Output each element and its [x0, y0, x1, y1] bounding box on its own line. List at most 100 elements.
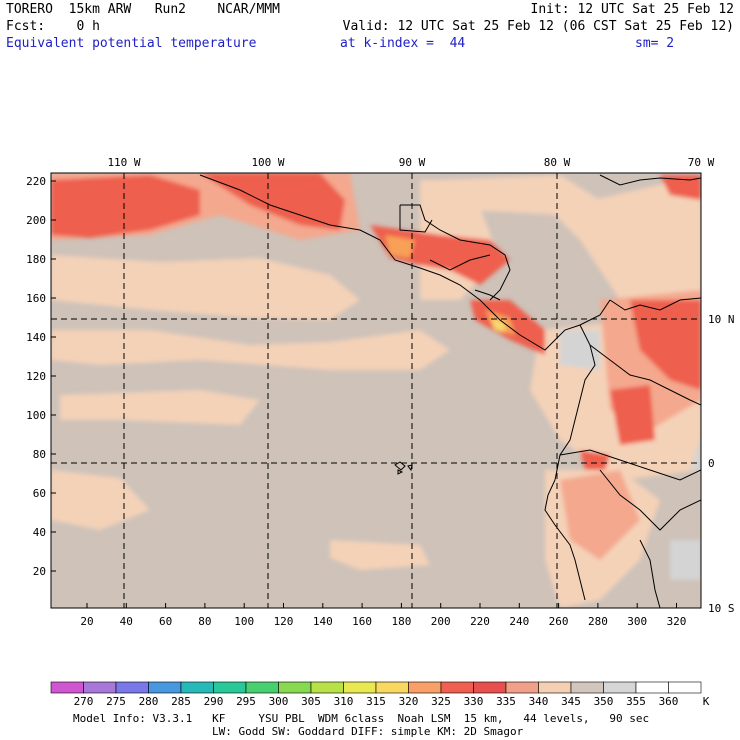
colorbar: [50, 681, 702, 694]
x-tick-label: 180: [391, 615, 411, 628]
colorbar-label: 295: [236, 695, 256, 708]
colorbar-swatch: [538, 681, 572, 694]
red-ecuador: [580, 450, 610, 470]
colorbar-label: 335: [496, 695, 516, 708]
colorbar-swatch: [245, 681, 279, 694]
peru-brazil-border: [639, 539, 661, 608]
top-lon-label: 70 W: [688, 156, 715, 169]
colombia-border: [589, 344, 701, 406]
top-lon-label: 110 W: [107, 156, 140, 169]
y-tick-label: 40: [33, 526, 46, 539]
y-tick-label: 220: [26, 175, 46, 188]
warm-patch-sw: [51, 470, 150, 530]
red-colombia: [610, 385, 655, 445]
x-tick-label: 200: [431, 615, 451, 628]
right-lat-label: 0: [708, 457, 715, 470]
red-mexico-coast: [200, 173, 345, 230]
y-tick-label: 60: [33, 487, 46, 500]
y-tick-label: 100: [26, 409, 46, 422]
colorbar-label: 315: [366, 695, 386, 708]
top-lon-label: 90 W: [399, 156, 426, 169]
footer-model-info: Model Info: V3.3.1 KF YSU PBL WDM 6class…: [73, 712, 650, 725]
colorbar-swatch: [505, 681, 539, 694]
salmon-ecuador: [560, 470, 640, 560]
warm-caribbean-east: [550, 175, 701, 300]
x-tick-label: 160: [352, 615, 372, 628]
colorbar-label: 305: [301, 695, 321, 708]
colorbar-label: 355: [626, 695, 646, 708]
y-tick-label: 200: [26, 214, 46, 227]
x-tick-label: 260: [549, 615, 569, 628]
header-field-name: Equivalent potential temperature: [6, 36, 257, 51]
colorbar-swatch: [668, 681, 702, 694]
warm-band-north: [51, 255, 360, 320]
x-tick-label: 300: [627, 615, 647, 628]
venezuela-coast: [609, 297, 701, 311]
colorbar-swatch: [375, 681, 409, 694]
grey-panama: [560, 330, 600, 370]
colorbar-label: 275: [106, 695, 126, 708]
nicaragua-border: [474, 289, 501, 301]
colorbar-label: 340: [528, 695, 549, 708]
warm-caribbean: [440, 175, 600, 215]
colorbar-swatch: [473, 681, 507, 694]
right-lat-label: 10 N: [708, 313, 735, 326]
header-smoothing: sm= 2: [635, 36, 675, 51]
guatemala-border: [399, 205, 433, 233]
y-tick-label: 20: [33, 565, 46, 578]
pacific-coast-central-america: [199, 174, 611, 351]
x-tick-label: 60: [159, 615, 172, 628]
header-level: at k-index = 44: [340, 36, 466, 51]
colorbar-swatch: [50, 681, 84, 694]
colorbar-swatch: [213, 681, 247, 694]
colorbar-swatch: [83, 681, 117, 694]
x-tick-label: 40: [120, 615, 133, 628]
x-tick-label: 320: [667, 615, 687, 628]
colorbar-swatch: [408, 681, 442, 694]
colorbar-label: 285: [171, 695, 191, 708]
grey-amazon: [670, 540, 701, 580]
top-lon-label: 80 W: [544, 156, 571, 169]
y-tick-label: 120: [26, 370, 46, 383]
plot-frame: [50, 172, 702, 609]
axis-ticks: 110 W 100 W 90 W 80 W 70 W 10 N 0 10 S 20 40 60 80 1…: [26, 156, 734, 628]
y-tick-label: 160: [26, 292, 46, 305]
y-tick-label: 80: [33, 448, 46, 461]
colorbar-label: 270: [73, 695, 94, 708]
header-init-time: Init: 12 UTC Sat 25 Feb 12: [530, 2, 735, 17]
ecuador-border: [559, 449, 701, 481]
red-venezuela: [630, 300, 701, 390]
theta-e-field: [51, 173, 701, 608]
x-tick-label: 140: [313, 615, 333, 628]
header-valid-time: Valid: 12 UTC Sat 25 Feb 12 (06 CST Sat …: [342, 19, 734, 34]
colorbar-swatch: [603, 681, 637, 694]
graticule: [51, 173, 701, 608]
colorbar-label: 360: [658, 695, 679, 708]
header-model-run: TORERO 15km ARW Run2 NCAR/MMM: [6, 2, 280, 17]
orange-guatemala: [385, 235, 415, 258]
right-lat-label: 10 S: [708, 602, 735, 615]
red-pacific-nw: [51, 175, 200, 238]
top-lon-label: 100 W: [251, 156, 284, 169]
y-tick-label: 180: [26, 253, 46, 266]
honduras-border: [429, 254, 491, 271]
x-tick-label: 100: [234, 615, 254, 628]
x-tick-label: 120: [274, 615, 294, 628]
caribbean-coast: [400, 204, 511, 301]
colorbar-swatch: [343, 681, 377, 694]
colorbar-label: 350: [593, 695, 614, 708]
colorbar-swatch: [440, 681, 474, 694]
caribbean-islands: [599, 174, 701, 186]
colorbar-label: 345: [561, 695, 581, 708]
warm-band-middle: [51, 330, 450, 370]
colorbar-swatch: [115, 681, 149, 694]
x-tick-label: 220: [470, 615, 490, 628]
colorbar-label: 290: [203, 695, 224, 708]
colorbar-label: 310: [333, 695, 354, 708]
colorbar-swatch: [570, 681, 604, 694]
x-tick-label: 80: [198, 615, 211, 628]
colorbar-swatch: [180, 681, 214, 694]
colorbar-swatch: [635, 681, 669, 694]
x-tick-label: 240: [509, 615, 529, 628]
